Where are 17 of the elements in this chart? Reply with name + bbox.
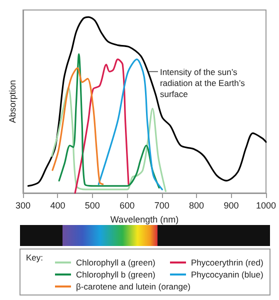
x-tick-label: 1000 (256, 200, 276, 210)
y-axis-title: Absorption (8, 80, 18, 124)
legend-label: Phycoerythrin (red) (191, 258, 264, 268)
legend-label: β-carotene and lutein (orange) (76, 282, 191, 292)
x-tick-label: 800 (189, 200, 204, 210)
x-tick-label: 600 (120, 200, 135, 210)
legend-label: Chlorophyll a (green) (76, 258, 156, 268)
x-tick-label: 900 (224, 200, 239, 210)
x-tick-label: 300 (15, 200, 31, 210)
annotation: Intensity of the sun’s radiation at the Earth’s surface (160, 67, 248, 100)
legend-title: Key: (26, 252, 44, 262)
x-axis-title: Wavelength (nm) (110, 214, 179, 224)
legend-label: Phycocyanin (blue) (191, 270, 264, 280)
x-tick-label: 700 (154, 200, 170, 210)
x-tick-label: 400 (50, 200, 66, 210)
x-tick-label: 500 (84, 200, 100, 210)
legend-label: Chlorophyll b (green) (76, 270, 156, 280)
